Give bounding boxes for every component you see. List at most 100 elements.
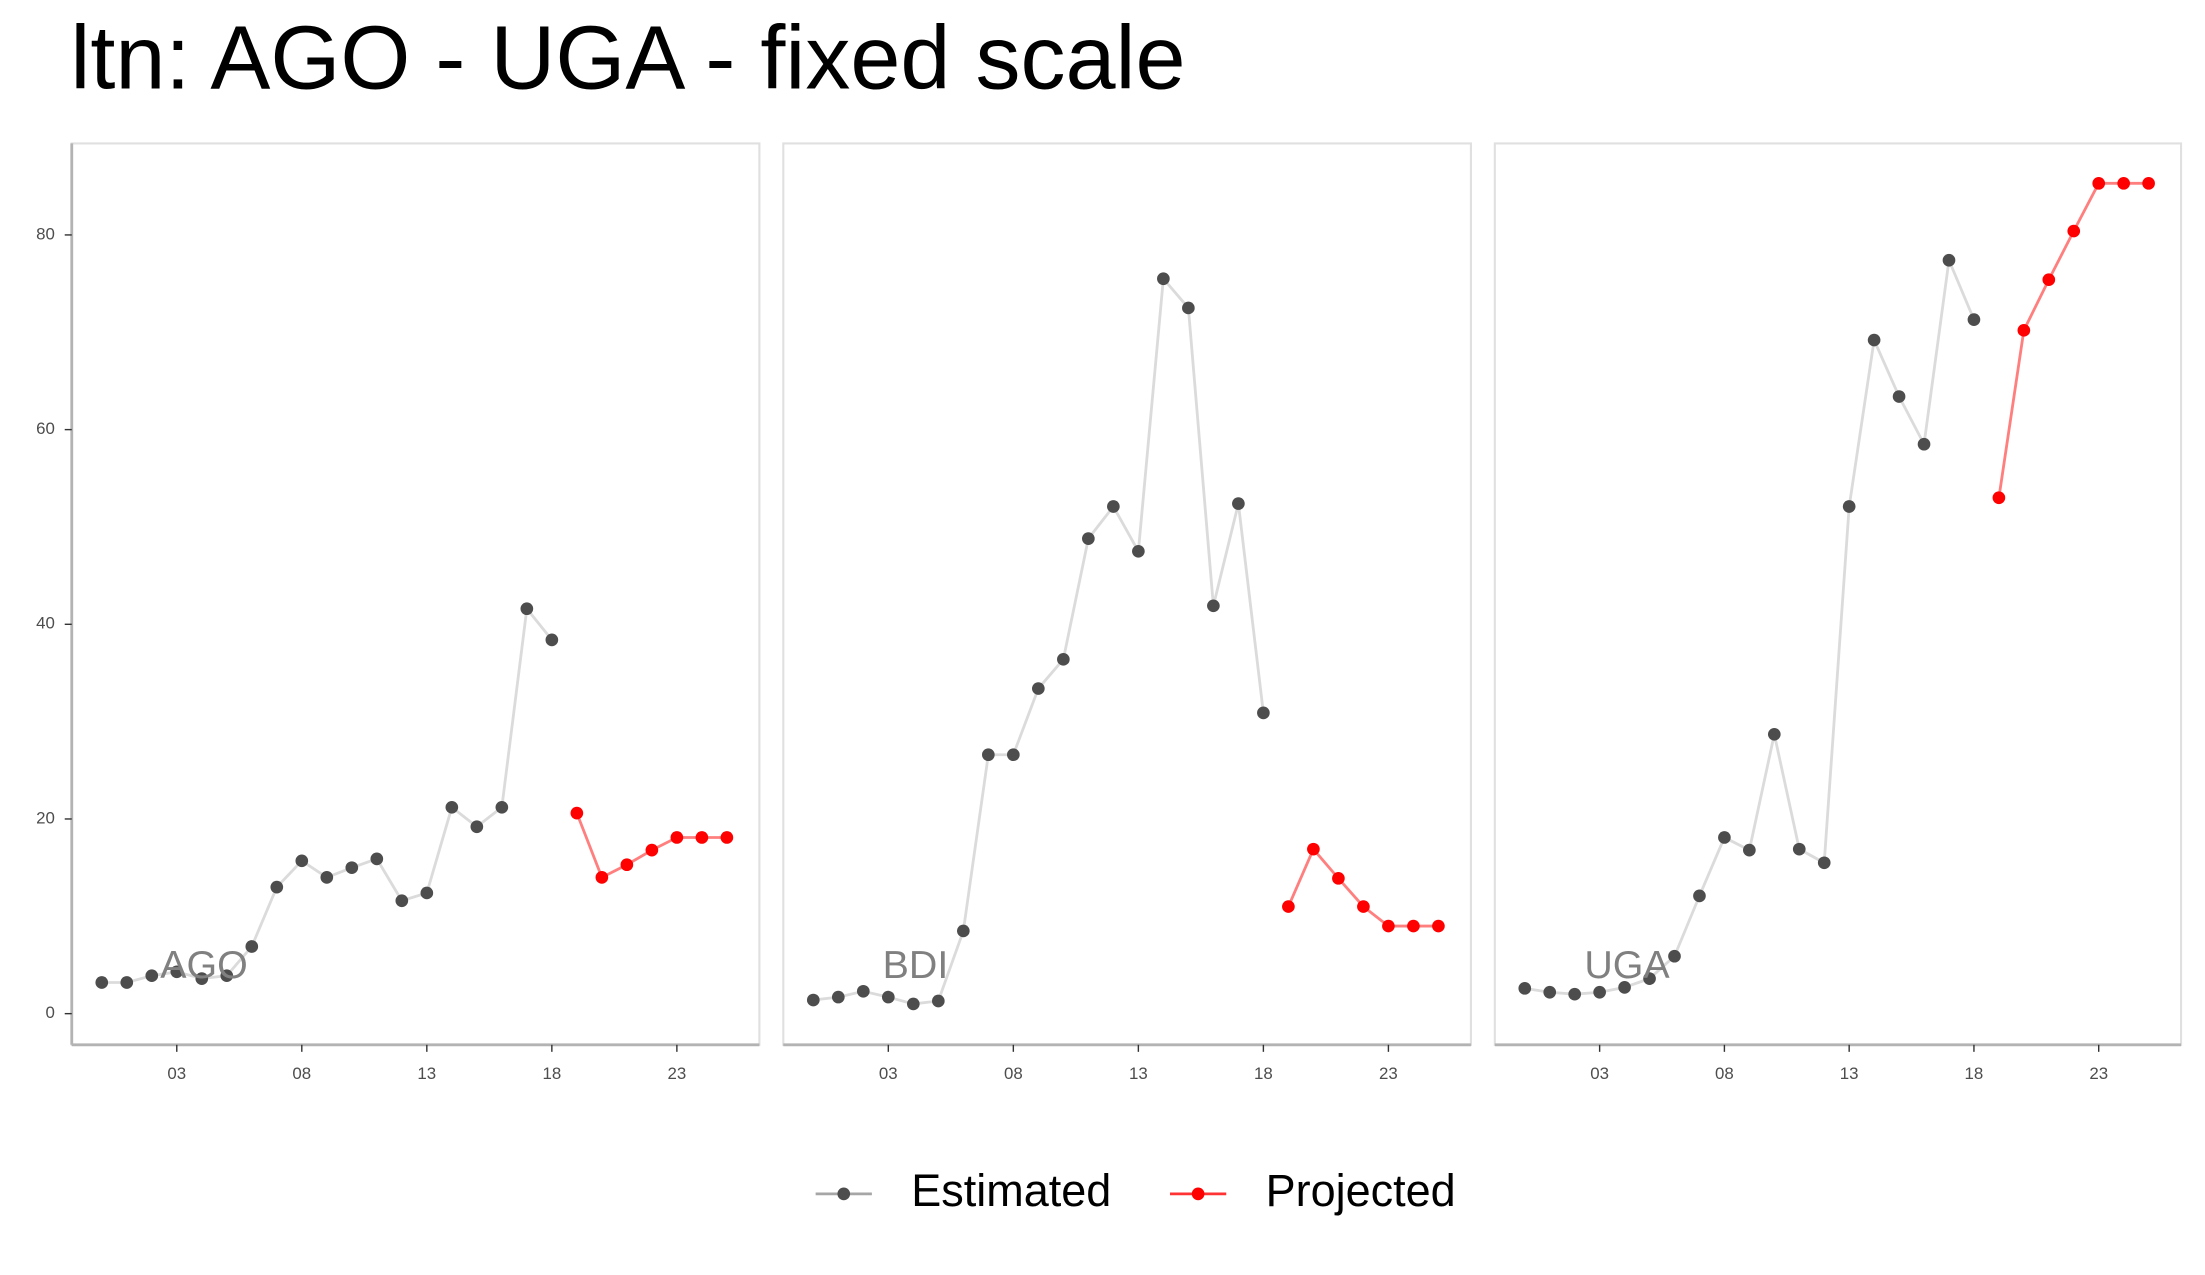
data-point xyxy=(570,806,584,820)
data-point xyxy=(220,969,234,983)
data-point xyxy=(1332,872,1345,885)
data-point xyxy=(1643,972,1656,985)
panel-label: BDI xyxy=(883,943,949,987)
data-point xyxy=(1132,544,1145,558)
data-point xyxy=(2067,224,2081,238)
data-point xyxy=(370,852,384,866)
data-point xyxy=(1917,437,1931,451)
data-point xyxy=(1543,985,1557,999)
x-tick-label: 03 xyxy=(1590,1064,1609,1083)
data-point xyxy=(170,965,184,979)
data-point xyxy=(295,854,309,868)
data-point xyxy=(982,748,995,762)
data-point xyxy=(445,800,459,814)
series-line xyxy=(813,275,1265,1006)
data-point xyxy=(1432,919,1445,933)
data-point xyxy=(1518,982,1532,995)
data-point xyxy=(320,871,334,884)
data-point xyxy=(670,831,684,844)
x-tick-label: 13 xyxy=(1129,1064,1148,1083)
panel-border xyxy=(1493,142,2183,1046)
data-point xyxy=(1182,301,1195,315)
series-line xyxy=(1287,846,1439,928)
data-point xyxy=(1007,748,1020,762)
y-tick-label: 0 xyxy=(45,1003,54,1022)
x-tick-label: 13 xyxy=(1840,1064,1859,1083)
data-point xyxy=(1382,919,1395,933)
data-point xyxy=(95,976,109,989)
data-point xyxy=(1157,272,1170,286)
data-point xyxy=(145,969,159,983)
y-tick-label: 20 xyxy=(36,808,55,827)
legend-point xyxy=(837,1187,851,1201)
series-line xyxy=(101,605,553,984)
data-point xyxy=(2042,273,2056,287)
x-tick-label: 03 xyxy=(167,1064,186,1083)
data-point xyxy=(1357,900,1370,913)
legend-point xyxy=(1191,1187,1205,1201)
data-point xyxy=(270,880,284,894)
legend-label: Estimated xyxy=(911,1165,1111,1216)
data-point xyxy=(120,976,134,989)
data-point xyxy=(931,994,945,1008)
legend-label: Projected xyxy=(1266,1165,1456,1216)
data-point xyxy=(956,924,970,938)
data-point xyxy=(1307,842,1320,856)
x-tick-label: 23 xyxy=(2089,1064,2108,1083)
data-point xyxy=(1568,987,1582,1001)
data-point xyxy=(2117,177,2130,190)
data-point xyxy=(2092,177,2106,190)
data-point xyxy=(806,993,820,1007)
data-point xyxy=(906,997,920,1011)
data-point xyxy=(1892,390,1906,403)
data-point xyxy=(420,886,434,900)
data-point xyxy=(1743,843,1756,857)
y-tick-label: 80 xyxy=(36,224,55,243)
data-point xyxy=(645,843,659,857)
data-point xyxy=(520,602,534,616)
x-tick-label: 18 xyxy=(542,1064,561,1083)
data-point xyxy=(1668,949,1681,963)
data-point xyxy=(245,940,259,953)
data-point xyxy=(856,984,870,998)
data-point xyxy=(1618,981,1631,994)
panel-border xyxy=(70,142,761,1046)
data-point xyxy=(2142,177,2155,190)
data-point xyxy=(720,831,734,844)
data-point xyxy=(545,633,559,647)
data-point xyxy=(1593,985,1606,999)
data-point xyxy=(1942,253,1956,267)
x-tick-label: 03 xyxy=(879,1064,898,1083)
data-point xyxy=(1082,532,1095,545)
x-tick-label: 08 xyxy=(292,1064,311,1083)
x-tick-label: 18 xyxy=(1965,1064,1984,1083)
y-tick-label: 40 xyxy=(36,614,55,633)
x-tick-label: 18 xyxy=(1254,1064,1273,1083)
data-point xyxy=(831,990,845,1004)
data-point xyxy=(1032,682,1045,695)
data-point xyxy=(1992,491,2006,505)
data-point xyxy=(1867,333,1881,347)
data-point xyxy=(595,871,609,884)
chart-title: ltn: AGO - UGA - fixed scale xyxy=(70,8,1185,108)
x-tick-label: 23 xyxy=(1379,1064,1398,1083)
data-point xyxy=(395,894,409,908)
data-point xyxy=(2017,323,2031,337)
data-point xyxy=(1817,856,1831,870)
x-tick-label: 08 xyxy=(1004,1064,1023,1083)
data-point xyxy=(345,861,359,874)
data-point xyxy=(1967,313,1981,326)
data-point xyxy=(195,972,209,985)
x-tick-label: 13 xyxy=(417,1064,436,1083)
data-point xyxy=(1207,599,1220,613)
data-point xyxy=(1407,919,1420,933)
series-line xyxy=(1524,254,1976,996)
data-point xyxy=(1842,500,1856,513)
data-point xyxy=(1057,653,1070,666)
data-point xyxy=(1792,842,1806,856)
data-point xyxy=(1718,831,1731,844)
data-point xyxy=(1282,900,1295,913)
data-point xyxy=(470,820,484,834)
data-point xyxy=(1232,497,1245,510)
